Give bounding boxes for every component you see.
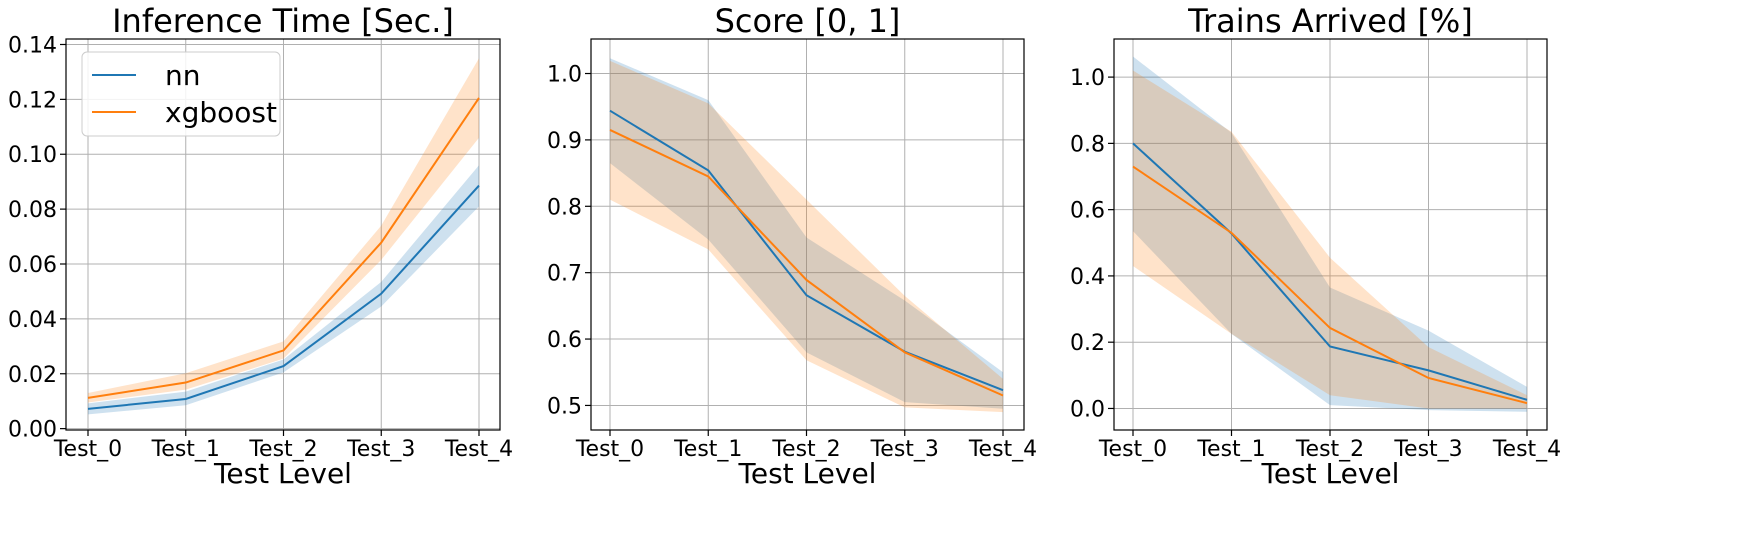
y-tick-label: 0.02 [8,363,57,388]
y-tick-label: 0.04 [8,308,57,333]
confidence-band-nn [1133,56,1527,412]
x-tick-label: Test_4 [444,437,513,462]
x-tick-label: Test_0 [1098,437,1167,462]
y-tick-label: 0.9 [547,129,582,154]
x-tick-label: Test_3 [1393,437,1462,462]
x-tick-label: Test_0 [575,437,644,462]
y-tick-label: 0.7 [547,262,582,287]
x-axis-label: Test Level [1261,457,1400,490]
y-tick-label: 0.8 [547,195,582,220]
y-tick-label: 0.14 [8,33,57,58]
x-tick-label: Test_4 [968,437,1037,462]
y-tick-label: 0.06 [8,253,57,278]
chart-panel-0: Test_0 Test_1 Test_2 Test_3 Test_4 0.00 0.02 0.… [8,2,513,490]
y-tick-label: 0.6 [1070,199,1105,224]
x-tick-label: Test_2 [248,437,317,462]
y-tick-label: 1.0 [1070,66,1105,91]
x-axis-label: Test Level [213,457,352,490]
y-tick-label: 0.00 [8,418,57,443]
legend-box [81,51,281,137]
y-tick-label: 0.5 [547,394,582,419]
x-tick-label: Test_4 [1492,437,1561,462]
legend: nn xgboost [81,51,281,137]
y-tick-label: 0.12 [8,88,57,113]
confidence-band-xgboost [610,60,1003,413]
chart-title: Score [0, 1] [715,2,901,40]
y-tick-label: 0.8 [1070,132,1105,157]
chart-title: Trains Arrived [%] [1187,2,1473,40]
chart-panel-1: Test_0 Test_1 Test_2 Test_3 Test_4 0.5 0.6 0.7 0… [547,2,1037,490]
x-tick-label: Test_3 [870,437,939,462]
y-tick-label: 1.0 [547,63,582,88]
y-tick-label: 0.10 [8,143,57,168]
y-tick-label: 0.6 [547,328,582,353]
x-tick-label: Test_1 [1196,437,1265,462]
y-tick-label: 0.0 [1070,397,1105,422]
chart-panel-2: Test_0 Test_1 Test_2 Test_3 Test_4 0.0 0.2 0.4 0… [1070,2,1561,490]
y-tick-label: 0.2 [1070,331,1105,356]
x-tick-label: Test_2 [1295,437,1364,462]
x-tick-label: Test_3 [346,437,415,462]
confidence-band-nn [610,58,1003,409]
confidence-band-xgboost [1133,70,1527,409]
x-axis-label: Test Level [738,457,877,490]
axes-frame [590,38,1025,431]
x-tick-label: Test_0 [53,437,122,462]
x-tick-label: Test_1 [151,437,220,462]
confidence-band-xgboost [88,58,479,403]
y-tick-label: 0.08 [8,198,57,223]
x-tick-label: Test_1 [673,437,742,462]
grid [591,39,1024,430]
x-tick-label: Test_2 [771,437,840,462]
legend-label: xgboost [165,96,277,129]
confidence-band-nn [88,165,479,415]
chart-title: Inference Time [Sec.] [112,2,454,40]
legend-label: nn [165,59,201,92]
y-tick-label: 0.4 [1070,265,1105,290]
